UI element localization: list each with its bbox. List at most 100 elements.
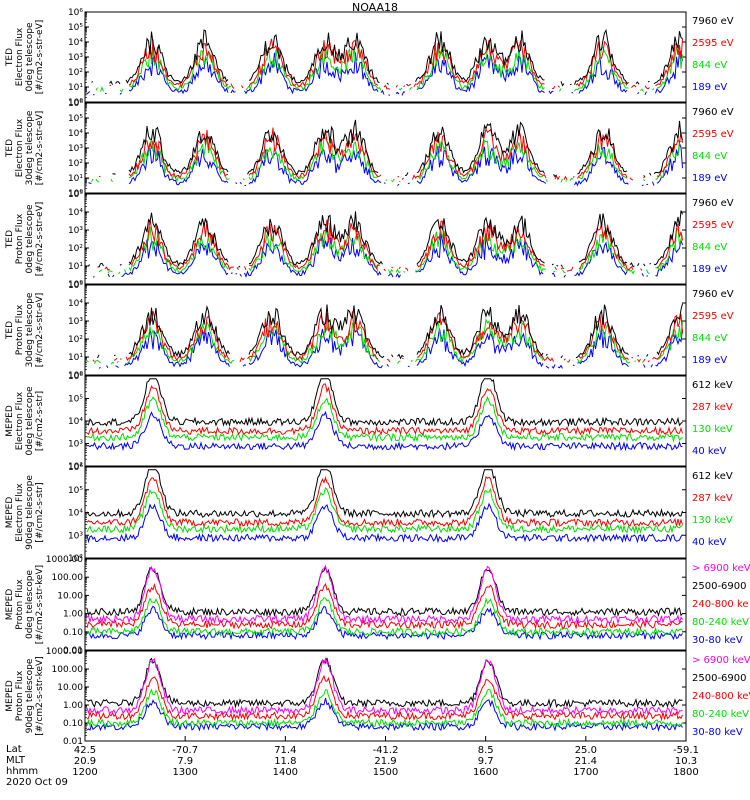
series-line xyxy=(86,596,683,637)
y-tick-label: 100.00 xyxy=(52,573,84,583)
y-label-line: [#/cm2-s-str-eV] xyxy=(35,111,45,186)
y-label-line: Electron Flux xyxy=(15,27,25,86)
y-tick-label: 10³ xyxy=(68,53,83,63)
y-label-line: [#/cm2-s-str-keV] xyxy=(35,565,45,644)
y-axis-label: MEPED Proton Flux 0deg telescope [#/cm2-s-s… xyxy=(5,565,45,644)
x-tick-mlt: 11.8 xyxy=(274,756,296,767)
legend-entry: 844 eV xyxy=(692,60,727,71)
series-line xyxy=(86,565,683,618)
y-label-line: MEPED xyxy=(5,680,15,712)
y-tick-label: 10² xyxy=(68,554,83,564)
legend-entry: 2595 eV xyxy=(692,38,734,49)
y-tick-label: 0.10 xyxy=(63,719,83,729)
series-line xyxy=(97,303,683,360)
legend-entry: 130 keV xyxy=(692,424,733,435)
series-line xyxy=(86,582,683,630)
series-line xyxy=(95,44,683,93)
legend-entry: 189 eV xyxy=(692,173,727,184)
legend-entry: 80-240 keV xyxy=(692,709,749,720)
date-label: 2020 Oct 09 xyxy=(6,777,68,788)
y-tick-label: 10⁶ xyxy=(68,372,83,382)
y-axis-label: MEPED Electron Flux 0deg telescope [#/cm2-s… xyxy=(5,386,45,456)
y-tick-label: 10⁵ xyxy=(68,114,83,124)
x-tick-lat: 8.5 xyxy=(478,745,494,756)
series-line xyxy=(91,28,683,87)
chart-title: NOAA18 xyxy=(351,1,399,14)
y-tick-label: 10⁰ xyxy=(68,189,83,199)
y-tick-label: 10⁵ xyxy=(68,486,83,496)
panel-frame xyxy=(84,193,687,285)
y-tick-label: 10² xyxy=(68,244,83,254)
legend-entry: 612 keV xyxy=(692,380,733,391)
y-label-line: Proton Flux xyxy=(15,304,25,355)
legend-entry: 40 keV xyxy=(692,446,726,457)
series-line xyxy=(86,656,683,716)
y-label-line: [#/cm2-s-str-eV] xyxy=(35,20,45,95)
x-tick-lat: -41.2 xyxy=(373,745,399,756)
y-label-line: TED xyxy=(5,321,15,340)
y-label-line: MEPED xyxy=(5,497,15,529)
y-tick-label: 10⁴ xyxy=(68,509,83,519)
y-tick-label: 10³ xyxy=(68,531,83,541)
legend-entry: 7960 eV xyxy=(692,198,734,209)
y-tick-label: 10⁵ xyxy=(68,281,83,291)
y-tick-label: 10² xyxy=(68,68,83,78)
series-line xyxy=(92,310,683,363)
y-tick-label: 1000.00 xyxy=(46,647,83,657)
y-label-line: MEPED xyxy=(5,589,15,621)
panel-frame xyxy=(84,558,687,651)
x-tick-lat: -70.7 xyxy=(172,745,198,756)
y-label-line: [#/cm2-s-str] xyxy=(35,391,45,451)
y-label-line: [#/cm2-s-str-eV] xyxy=(35,293,45,368)
series-line xyxy=(88,210,683,268)
legend-entry: 844 eV xyxy=(692,242,727,253)
y-label-line: 0deg telescope xyxy=(25,204,35,274)
y-label-line: MEPED xyxy=(5,405,15,437)
x-tick-hhmm: 1300 xyxy=(172,767,197,778)
y-axis-label: TED Proton Flux 0deg telescope [#/cm2-s-str… xyxy=(5,202,45,277)
series-line xyxy=(109,38,683,90)
legend-entry: 189 eV xyxy=(692,355,727,366)
panel-2: 10⁰ 10¹ 10² 10³ 10⁴ 10⁵ 10⁶ TED Electron Flux 30d… xyxy=(5,99,734,199)
y-tick-label: 0.01 xyxy=(63,737,83,747)
y-axis-label: MEPED Electron Flux 90deg telescope [#/cm2-… xyxy=(5,475,45,550)
y-tick-label: 10⁵ xyxy=(68,190,83,200)
y-tick-label: 10³ xyxy=(68,317,83,327)
y-label-line: [#/cm2-s-str] xyxy=(35,482,45,542)
y-label-line: 0deg telescope xyxy=(25,570,35,640)
y-tick-label: 10² xyxy=(68,159,83,169)
y-label-line: Electron Flux xyxy=(15,483,25,542)
y-label-line: 90deg telescope xyxy=(25,475,35,550)
x-tick-mlt: 21.9 xyxy=(374,756,396,767)
y-tick-label: 10¹ xyxy=(68,174,83,184)
legend-entry: 2595 eV xyxy=(692,129,734,140)
legend-entry: > 6900 keV xyxy=(692,655,750,666)
legend-entry: 189 eV xyxy=(692,264,727,275)
panel-4: 10⁰ 10¹ 10² 10³ 10⁴ 10⁵ TED Proton Flux 30deg te… xyxy=(5,281,734,381)
y-tick-label: 10⁶ xyxy=(68,99,83,109)
series-line xyxy=(86,395,683,443)
series-line xyxy=(86,476,683,528)
legend-entry: 40 keV xyxy=(692,537,726,548)
y-label-line: TED xyxy=(5,48,15,67)
legend-entry: 2500-6900 xyxy=(692,581,747,592)
y-label-line: 30deg telescope xyxy=(25,292,35,367)
y-tick-label: 10⁰ xyxy=(68,371,83,381)
legend-entry: 130 keV xyxy=(692,515,733,526)
y-tick-label: 10³ xyxy=(68,440,83,450)
legend-entry: 844 eV xyxy=(692,151,727,162)
legend-entry: 7960 eV xyxy=(692,16,734,27)
legend-entry: 30-80 keV xyxy=(692,727,743,738)
y-label-line: 90deg telescope xyxy=(25,658,35,733)
legend-entry: 80-240 keV xyxy=(692,617,749,628)
x-tick-mlt: 20.9 xyxy=(74,756,96,767)
series-line xyxy=(98,326,683,369)
series-line xyxy=(86,688,683,728)
legend-entry: 287 keV xyxy=(692,402,733,413)
legend-entry: 189 eV xyxy=(692,82,727,93)
y-tick-label: 10⁰ xyxy=(68,98,83,108)
y-tick-label: 10.00 xyxy=(57,591,83,601)
legend-entry: 240-800 ke xyxy=(692,599,749,610)
